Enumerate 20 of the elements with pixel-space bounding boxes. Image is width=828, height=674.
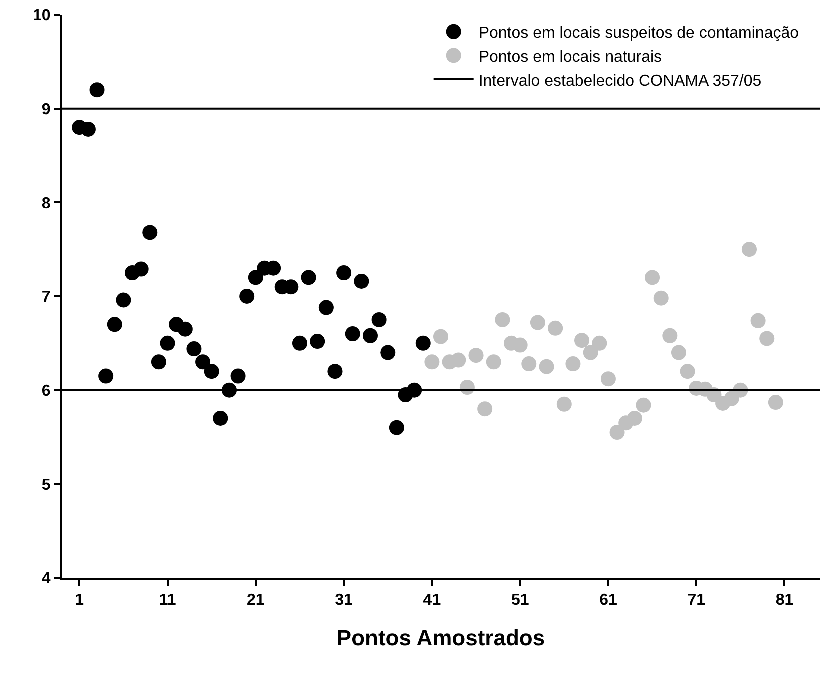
x-tick-label: 61 [600, 592, 618, 610]
x-tick-label: 51 [511, 592, 530, 610]
x-tick-label: 71 [688, 592, 706, 610]
y-tick-label: 4 [42, 570, 51, 588]
y-tick-label: 7 [42, 289, 51, 306]
y-tick-label: 6 [42, 382, 51, 400]
x-tick-label: 11 [159, 592, 176, 610]
x-tick-label: 41 [423, 592, 442, 610]
x-axis-title: Pontos Amostrados [336, 626, 546, 651]
x-tick-label: 31 [335, 592, 354, 610]
legend-label: Pontos em locais naturais [478, 48, 662, 66]
x-tick-label: 81 [776, 592, 794, 610]
x-tick-label: 1 [75, 592, 84, 610]
y-tick-label: 5 [42, 476, 51, 494]
y-tick-label: 9 [42, 101, 51, 118]
y-tick-label: 10 [33, 8, 51, 25]
x-tick-label: 21 [247, 592, 265, 610]
y-tick-label: 8 [42, 195, 51, 212]
legend-label: Pontos em locais suspeitos de contaminação [478, 25, 800, 42]
legend-label: Intervalo estabelecido CONAMA 357/05 [478, 72, 762, 90]
